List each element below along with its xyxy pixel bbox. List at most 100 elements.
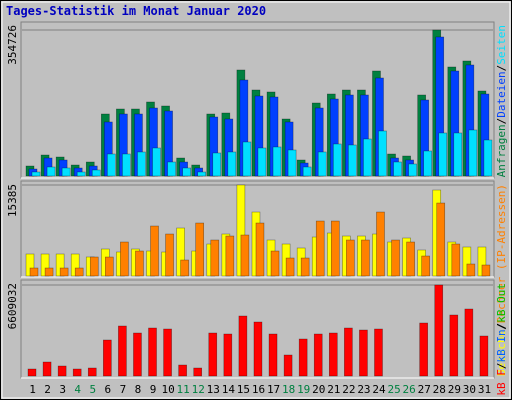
bar <box>434 284 444 377</box>
x-tick-label: 8 <box>135 383 142 396</box>
bar <box>238 315 248 377</box>
bar <box>464 308 474 377</box>
legend-entry: kB In <box>495 329 508 362</box>
legend-entry: Besuche <box>495 330 508 376</box>
x-tick-label: 28 <box>433 383 446 396</box>
x-tick-label: 13 <box>207 383 220 396</box>
bar <box>268 333 278 377</box>
x-tick-label: 4 <box>74 383 81 396</box>
bar <box>393 161 402 177</box>
bar <box>406 241 415 277</box>
bar <box>72 368 82 377</box>
bar <box>272 146 282 177</box>
bar <box>242 141 252 177</box>
bar <box>195 222 205 277</box>
x-tick-label: 22 <box>342 383 355 396</box>
bar <box>436 202 446 277</box>
bar <box>449 314 459 377</box>
bar <box>391 239 400 277</box>
legend: Anfragen/Dateien/Seiten <box>495 25 508 177</box>
bar <box>374 328 383 377</box>
y-tick-label: 354726 <box>6 25 19 65</box>
bar <box>137 151 146 177</box>
x-tick-label: 18 <box>282 383 295 396</box>
x-tick-label: 26 <box>403 383 416 396</box>
legend: Besuche/ Rechner (IP-Adressen) <box>495 184 508 376</box>
bar <box>150 225 159 277</box>
bar <box>332 143 342 177</box>
bar <box>328 332 338 377</box>
legend: kB F/kB In/kB Out <box>495 283 508 396</box>
bar <box>300 257 310 277</box>
bar <box>438 132 448 177</box>
bar <box>361 239 370 277</box>
bar <box>122 153 131 177</box>
bar <box>287 149 297 177</box>
bar <box>29 267 39 277</box>
chart-title: Tages-Statistik im Monat Januar 2020 <box>6 4 266 18</box>
bar <box>46 166 56 177</box>
x-tick-label: 23 <box>357 383 370 396</box>
x-tick-label: 7 <box>120 383 127 396</box>
x-tick-label: 17 <box>267 383 280 396</box>
bar <box>87 367 97 377</box>
bar <box>468 129 478 177</box>
x-tick-label: 2 <box>44 383 51 396</box>
x-tick-label: 1 <box>29 383 36 396</box>
bar <box>197 171 207 177</box>
y-tick-label: 15385 <box>6 184 19 217</box>
bar <box>152 147 161 177</box>
bar <box>257 147 267 177</box>
bar <box>91 169 101 177</box>
x-tick-label: 15 <box>237 383 250 396</box>
x-tick-label: 25 <box>387 383 400 396</box>
bar <box>344 327 353 377</box>
x-tick-label: 6 <box>105 383 112 396</box>
bar <box>180 259 189 277</box>
bar <box>118 325 127 377</box>
bar <box>298 338 308 377</box>
bar <box>57 365 67 377</box>
bar <box>376 211 385 277</box>
bar <box>313 333 323 377</box>
x-tick-label: 24 <box>372 383 386 396</box>
x-tick-label: 12 <box>192 383 205 396</box>
bar <box>285 257 295 277</box>
bar <box>163 328 172 377</box>
bar <box>31 171 41 177</box>
bar <box>253 321 263 377</box>
bar <box>378 130 387 177</box>
bar <box>270 250 280 277</box>
bar <box>408 163 417 177</box>
bar <box>225 235 235 277</box>
x-tick-label: 27 <box>418 383 431 396</box>
bar <box>44 267 54 277</box>
bar <box>42 361 52 377</box>
bar <box>283 354 293 377</box>
bar <box>479 335 489 377</box>
bar <box>135 250 144 277</box>
bar <box>348 144 357 177</box>
legend-entry: Anfragen <box>495 124 508 177</box>
bar <box>27 368 37 377</box>
bar <box>227 151 237 177</box>
x-tick-label: 30 <box>463 383 476 396</box>
bar <box>167 161 176 177</box>
x-tick-label: 19 <box>297 383 310 396</box>
bar <box>61 167 71 177</box>
legend-separator: / <box>495 363 508 370</box>
x-tick-label: 20 <box>312 383 325 396</box>
bar <box>107 153 116 177</box>
bar <box>103 339 112 377</box>
x-tick-label: 14 <box>222 383 236 396</box>
bar <box>212 152 222 177</box>
bar <box>346 239 355 277</box>
legend-entry: Dateien <box>495 71 508 117</box>
bar <box>105 256 114 277</box>
bar <box>148 327 157 377</box>
legend-entry: Rechner (IP-Adressen) <box>495 184 508 323</box>
bar <box>193 367 203 377</box>
x-tick-label: 29 <box>448 383 461 396</box>
